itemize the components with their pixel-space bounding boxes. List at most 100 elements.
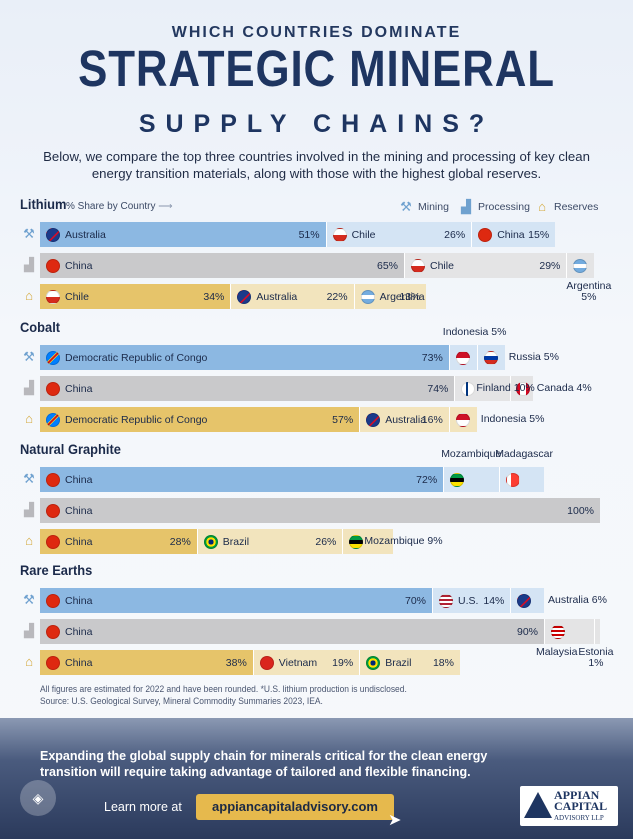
row-mining: China 72% xyxy=(40,467,544,492)
bar-value-label: 22% xyxy=(326,290,348,303)
flag-icon xyxy=(46,289,60,304)
website-link[interactable]: appiancapitaladvisory.com xyxy=(196,794,394,820)
bar-segment: China 28% xyxy=(40,529,197,554)
bar-value-label: 57% xyxy=(332,413,354,426)
bar-value-label: 18% xyxy=(432,656,454,669)
segment-label: Malaysia xyxy=(536,646,578,658)
footer-banner: ◈ Expanding the global supply chain for … xyxy=(0,718,633,839)
bar-country-label: Chile xyxy=(430,259,454,272)
flag-icon xyxy=(517,593,532,608)
bar-country-label: China xyxy=(65,594,93,607)
flag-icon xyxy=(366,412,381,427)
mineral-title-rare-earths: Rare Earths xyxy=(20,562,93,578)
bar-country-label: Argentina xyxy=(379,290,425,303)
row-reserves: China 38% Vietnam 19% Brazil 18% xyxy=(40,650,460,675)
bar-segment: China 74% xyxy=(40,376,455,401)
flag-icon xyxy=(259,655,274,670)
bar-segment: China 100% xyxy=(40,498,600,523)
row-processing: China 65% Chile 29% xyxy=(40,253,595,278)
footer-text: Expanding the global supply chain for mi… xyxy=(40,749,488,779)
bar-country-label: China xyxy=(65,535,93,548)
flag-icon xyxy=(573,258,588,273)
bar-value-label: 15% xyxy=(528,228,550,241)
flag-icon xyxy=(455,412,470,427)
page-subtitle: SUPPLY CHAINS? xyxy=(138,110,495,138)
bank-icon: ⌂ xyxy=(25,654,33,669)
bar-value-label: 100% xyxy=(567,504,594,517)
bar-value-label: 70% xyxy=(404,594,426,607)
bar-segment: China 70% xyxy=(40,588,432,613)
flag-icon xyxy=(46,593,60,608)
bar-segment: Democratic Republic of Congo 57% xyxy=(40,407,360,432)
bar-country-label: Australia xyxy=(65,228,106,241)
bar-country-label: China xyxy=(65,382,93,395)
bar-segment xyxy=(499,467,544,492)
bar-segment: Democratic Republic of Congo 73% xyxy=(40,345,449,370)
bar-segment: Australia 51% xyxy=(40,222,326,247)
bar-value-label: 74% xyxy=(427,382,449,395)
segment-label: Mozambique 9% xyxy=(364,535,443,547)
row-mining: China 70% U.S. 14% xyxy=(40,588,544,613)
bar-segment: Australia 22% xyxy=(230,284,354,309)
bar-value-label: 28% xyxy=(169,535,191,548)
bar-value-label: 73% xyxy=(421,351,443,364)
bar-country-label: China xyxy=(65,259,93,272)
pickaxe-icon: ⚒ xyxy=(23,471,35,486)
segment-label: Indonesia 5% xyxy=(480,413,545,425)
flag-icon xyxy=(366,655,381,670)
segment-label: Madagascar xyxy=(495,448,553,460)
bar-value-label: 90% xyxy=(516,625,538,638)
bar-country-label: Democratic Republic of Congo xyxy=(65,351,208,364)
mineral-title-lithium: Lithium xyxy=(20,196,67,212)
kicker: WHICH COUNTRIES DOMINATE xyxy=(171,24,462,41)
bar-segment xyxy=(544,619,595,644)
bar-value-label: 29% xyxy=(539,259,561,272)
cursor-icon: ➤ xyxy=(388,812,402,829)
bar-segment: China 90% xyxy=(40,619,544,644)
factory-icon: ▟ xyxy=(461,199,471,214)
bar-value-label: 14% xyxy=(483,594,505,607)
bank-icon: ⌂ xyxy=(25,288,33,303)
bar-segment: China 65% xyxy=(40,253,404,278)
bar-segment xyxy=(342,529,393,554)
flag-icon xyxy=(360,289,375,304)
bar-value-label: 26% xyxy=(444,228,466,241)
bank-icon: ⌂ xyxy=(538,199,546,214)
flag-icon xyxy=(461,381,476,396)
flag-icon xyxy=(237,289,252,304)
flag-icon xyxy=(203,534,218,549)
pickaxe-icon: ⚒ xyxy=(23,226,35,241)
flag-icon xyxy=(411,258,425,273)
bar-segment xyxy=(448,345,477,370)
bar-country-label: Vietnam xyxy=(278,656,318,669)
bar-segment xyxy=(476,345,505,370)
segment-label: Argentina 5% xyxy=(566,280,612,303)
bar-country-label: China xyxy=(65,473,93,486)
bar-country-label: Australia xyxy=(385,413,427,426)
bar-segment: Brazil 26% xyxy=(196,529,343,554)
segment-label: Australia 6% xyxy=(548,594,607,606)
row-reserves: Democratic Republic of Congo 57% Australia… xyxy=(40,407,477,432)
intro-text: Below, we compare the top three countrie… xyxy=(43,149,590,181)
row-reserves: Chile 34% Australia 22% Argentina 13% xyxy=(40,284,427,309)
factory-icon: ▟ xyxy=(24,257,34,272)
bar-value-label: 13% xyxy=(399,290,421,303)
factory-icon: ▟ xyxy=(24,380,34,395)
pickaxe-icon: ⚒ xyxy=(23,349,35,364)
bar-segment: China 38% xyxy=(40,650,253,675)
flag-icon xyxy=(332,227,347,242)
pickaxe-icon: ⚒ xyxy=(23,592,35,607)
legend-mining: ⚒ Mining xyxy=(398,200,449,214)
bar-segment: Australia 16% xyxy=(359,407,449,432)
bar-country-label: China xyxy=(65,625,93,638)
bar-value-label: 34% xyxy=(203,290,225,303)
bar-country-label: Chile xyxy=(65,290,89,303)
flag-icon xyxy=(46,503,60,518)
segment-label: Canada 4% xyxy=(536,382,592,394)
learn-more-label: Learn more at xyxy=(104,800,182,814)
bar-segment: Chile 29% xyxy=(404,253,567,278)
bar-segment xyxy=(454,376,511,401)
footnote: All figures are estimated for 2022 and h… xyxy=(40,684,407,706)
flag-icon xyxy=(46,412,60,427)
